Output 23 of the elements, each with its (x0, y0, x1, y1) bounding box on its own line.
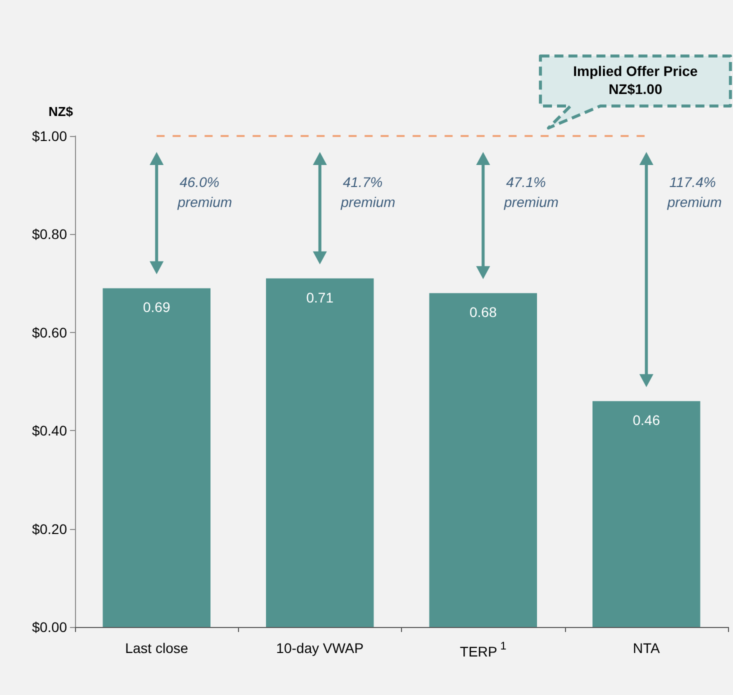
annotation: 47.1% premium (503, 174, 559, 210)
data-label: 0.46 (632, 412, 660, 428)
annotation: 46.0% premium (176, 174, 232, 210)
y-axis-title: NZ$ (48, 104, 74, 119)
annotation: 117.4% premium (666, 174, 722, 210)
y-tick-label: $0.40 (32, 422, 68, 439)
data-label: 0.69 (143, 299, 170, 316)
y-tick-label: $0.00 (32, 619, 68, 635)
x-tick-label: Last close (125, 640, 188, 656)
bar (429, 293, 537, 627)
bar (592, 401, 700, 627)
bar (266, 278, 374, 627)
y-tick-label: $0.60 (32, 324, 68, 340)
bar (102, 288, 210, 627)
x-tick-label: NTA (632, 640, 661, 656)
ref-line-label: Implied Offer Price NZ$1.00 (573, 63, 698, 97)
data-label: 0.68 (470, 304, 497, 320)
y-tick-label: $0.80 (32, 226, 68, 242)
y-tick-label: $0.20 (32, 520, 68, 537)
y-tick-label: $1.00 (32, 128, 68, 144)
x-tick-label: 10-day VWAP (276, 640, 364, 656)
annotation: 41.7% premium (340, 174, 396, 210)
data-label: 0.71 (306, 289, 334, 306)
